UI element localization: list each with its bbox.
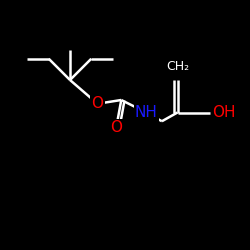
- Text: OH: OH: [212, 105, 236, 120]
- Text: CH₂: CH₂: [166, 60, 189, 73]
- Text: O: O: [92, 96, 104, 111]
- Text: O: O: [110, 120, 122, 135]
- Text: NH: NH: [135, 105, 158, 120]
